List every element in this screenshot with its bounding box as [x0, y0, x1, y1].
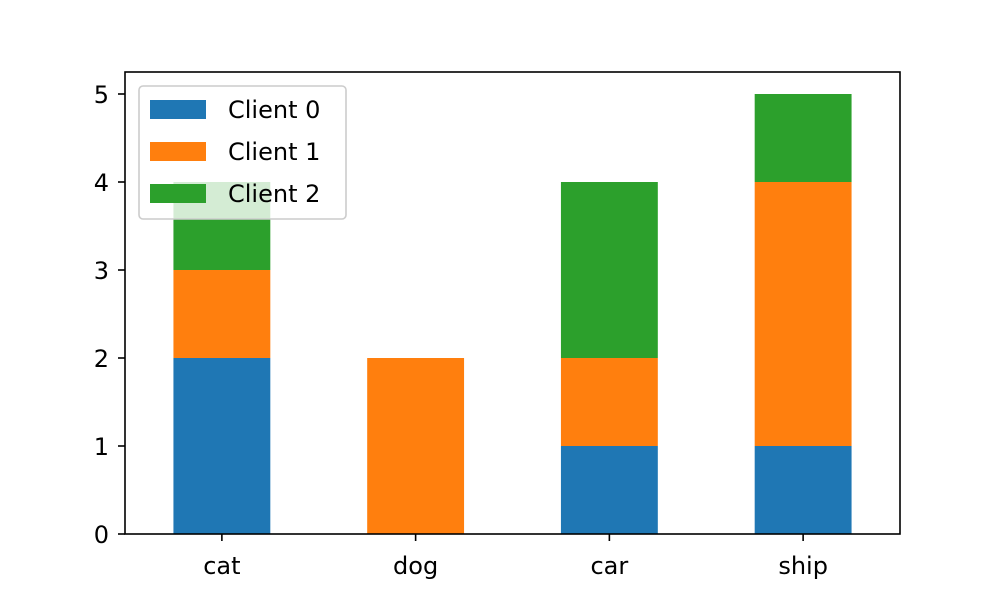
bar-client-1-dog — [367, 358, 465, 534]
legend-swatch — [150, 184, 206, 203]
legend-label: Client 1 — [228, 138, 320, 166]
x-tick-label: cat — [203, 552, 240, 580]
y-tick-label: 1 — [94, 433, 109, 461]
y-tick-label: 5 — [94, 81, 109, 109]
y-tick-label: 3 — [94, 257, 109, 285]
y-axis: 0 1 2 3 4 5 — [94, 81, 125, 549]
bar-client-0-car — [560, 446, 658, 534]
bar-client-2-car — [560, 182, 658, 358]
bar-client-1-cat — [173, 270, 271, 358]
y-tick-label: 0 — [94, 521, 109, 549]
legend-swatch — [150, 142, 206, 161]
x-tick-label: ship — [778, 552, 828, 580]
bar-client-0-ship — [754, 446, 852, 534]
bar-client-1-ship — [754, 182, 852, 446]
bar-group — [173, 94, 852, 534]
legend: Client 0 Client 1 Client 2 — [138, 85, 347, 220]
legend-label: Client 2 — [228, 180, 320, 208]
x-tick-label: car — [590, 552, 628, 580]
bar-client-2-ship — [754, 94, 852, 182]
y-tick-label: 2 — [94, 345, 109, 373]
legend-label: Client 0 — [228, 96, 320, 124]
bar-client-1-car — [560, 358, 658, 446]
x-tick-label: dog — [393, 552, 438, 580]
legend-swatch — [150, 100, 206, 119]
y-tick-label: 4 — [94, 169, 109, 197]
plot-area-frame — [124, 71, 901, 535]
bar-client-0-cat — [173, 358, 271, 534]
x-axis: cat dog car ship — [203, 534, 828, 580]
